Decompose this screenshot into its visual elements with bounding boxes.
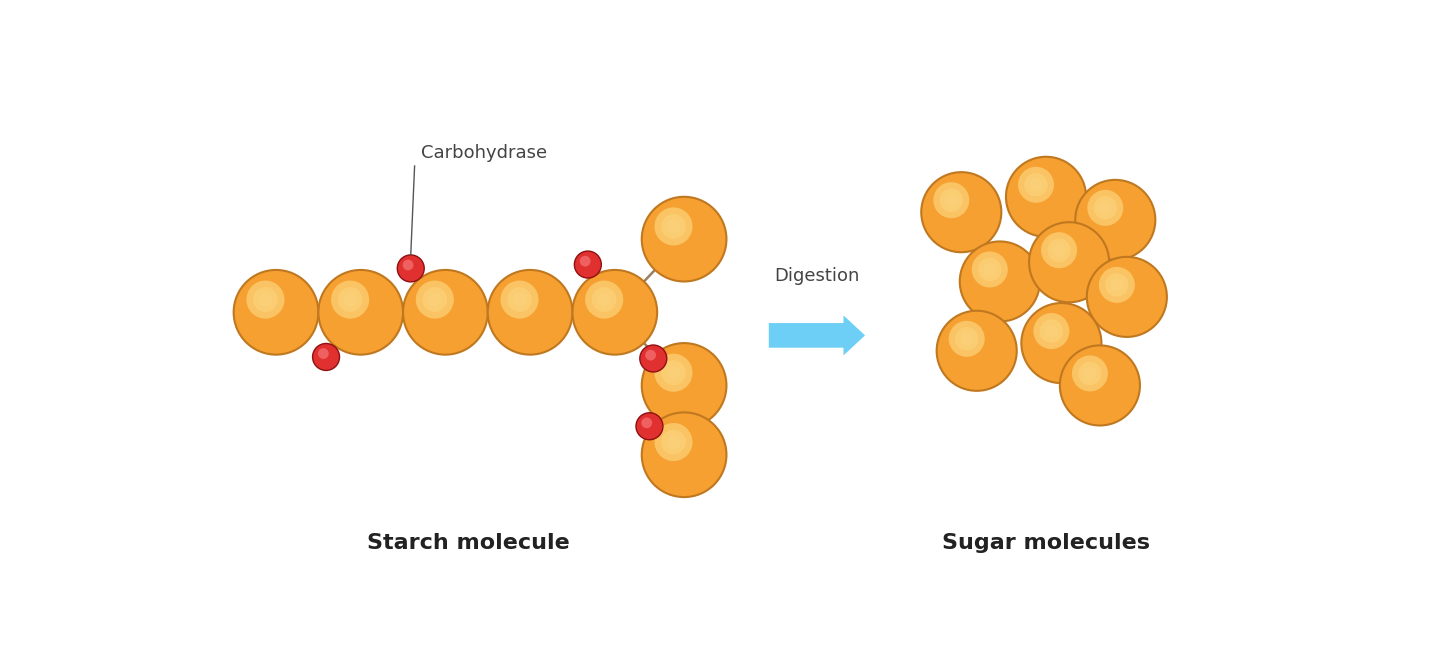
- FancyArrow shape: [769, 315, 865, 356]
- Text: Carbohydrase: Carbohydrase: [420, 144, 547, 162]
- Circle shape: [642, 413, 726, 497]
- Circle shape: [598, 293, 611, 306]
- Circle shape: [1053, 244, 1066, 256]
- Circle shape: [1030, 178, 1043, 191]
- Circle shape: [253, 287, 278, 312]
- Text: Sugar molecules: Sugar molecules: [942, 533, 1151, 554]
- Text: Digestion: Digestion: [773, 267, 860, 285]
- Circle shape: [1018, 167, 1054, 203]
- Circle shape: [661, 214, 685, 239]
- Circle shape: [507, 287, 531, 312]
- Circle shape: [667, 366, 680, 379]
- Circle shape: [654, 423, 693, 461]
- Circle shape: [639, 345, 667, 372]
- Circle shape: [1087, 257, 1166, 337]
- Circle shape: [1099, 267, 1135, 303]
- Circle shape: [1021, 303, 1102, 383]
- Circle shape: [318, 270, 403, 355]
- Circle shape: [575, 251, 602, 278]
- Circle shape: [959, 242, 1040, 321]
- Circle shape: [654, 207, 693, 246]
- Circle shape: [1099, 201, 1112, 214]
- Circle shape: [331, 280, 369, 319]
- Circle shape: [939, 189, 963, 212]
- Circle shape: [667, 435, 680, 449]
- Circle shape: [1083, 367, 1096, 380]
- Circle shape: [1071, 356, 1107, 391]
- Circle shape: [422, 287, 448, 312]
- Text: Starch molecule: Starch molecule: [367, 533, 570, 554]
- Circle shape: [1093, 196, 1117, 219]
- Circle shape: [933, 182, 969, 218]
- Circle shape: [403, 270, 488, 355]
- Circle shape: [922, 172, 1001, 252]
- Circle shape: [945, 194, 958, 207]
- Circle shape: [645, 350, 657, 360]
- Circle shape: [416, 280, 454, 319]
- Circle shape: [513, 293, 526, 306]
- Circle shape: [960, 332, 973, 345]
- Circle shape: [246, 280, 285, 319]
- Circle shape: [1045, 325, 1058, 338]
- Circle shape: [1007, 157, 1086, 237]
- Circle shape: [344, 293, 357, 306]
- Circle shape: [641, 417, 652, 428]
- Circle shape: [1034, 313, 1070, 349]
- Circle shape: [403, 260, 413, 270]
- Circle shape: [428, 293, 442, 306]
- Circle shape: [1110, 278, 1123, 291]
- Circle shape: [984, 263, 996, 276]
- Circle shape: [318, 348, 328, 359]
- Circle shape: [312, 344, 340, 370]
- Circle shape: [573, 270, 657, 355]
- Circle shape: [585, 280, 624, 319]
- Circle shape: [661, 360, 685, 385]
- Circle shape: [580, 256, 590, 266]
- Circle shape: [488, 270, 573, 355]
- Circle shape: [397, 255, 425, 282]
- Circle shape: [642, 197, 726, 282]
- Circle shape: [955, 327, 978, 350]
- Circle shape: [259, 293, 272, 306]
- Circle shape: [1040, 319, 1063, 343]
- Circle shape: [1024, 173, 1048, 197]
- Circle shape: [1041, 232, 1077, 268]
- Circle shape: [1079, 362, 1102, 385]
- Circle shape: [978, 258, 1001, 281]
- Circle shape: [1104, 273, 1129, 297]
- Circle shape: [1060, 346, 1140, 425]
- Circle shape: [1030, 222, 1109, 302]
- Circle shape: [501, 280, 539, 319]
- Circle shape: [972, 252, 1008, 287]
- Circle shape: [667, 220, 680, 233]
- Circle shape: [1076, 180, 1155, 260]
- Circle shape: [233, 270, 318, 355]
- Circle shape: [654, 354, 693, 392]
- Circle shape: [661, 429, 685, 454]
- Circle shape: [949, 321, 985, 357]
- Circle shape: [1047, 238, 1071, 262]
- Circle shape: [592, 287, 616, 312]
- Circle shape: [936, 311, 1017, 391]
- Circle shape: [636, 413, 662, 440]
- Circle shape: [338, 287, 363, 312]
- Circle shape: [642, 343, 726, 428]
- Circle shape: [1087, 190, 1123, 226]
